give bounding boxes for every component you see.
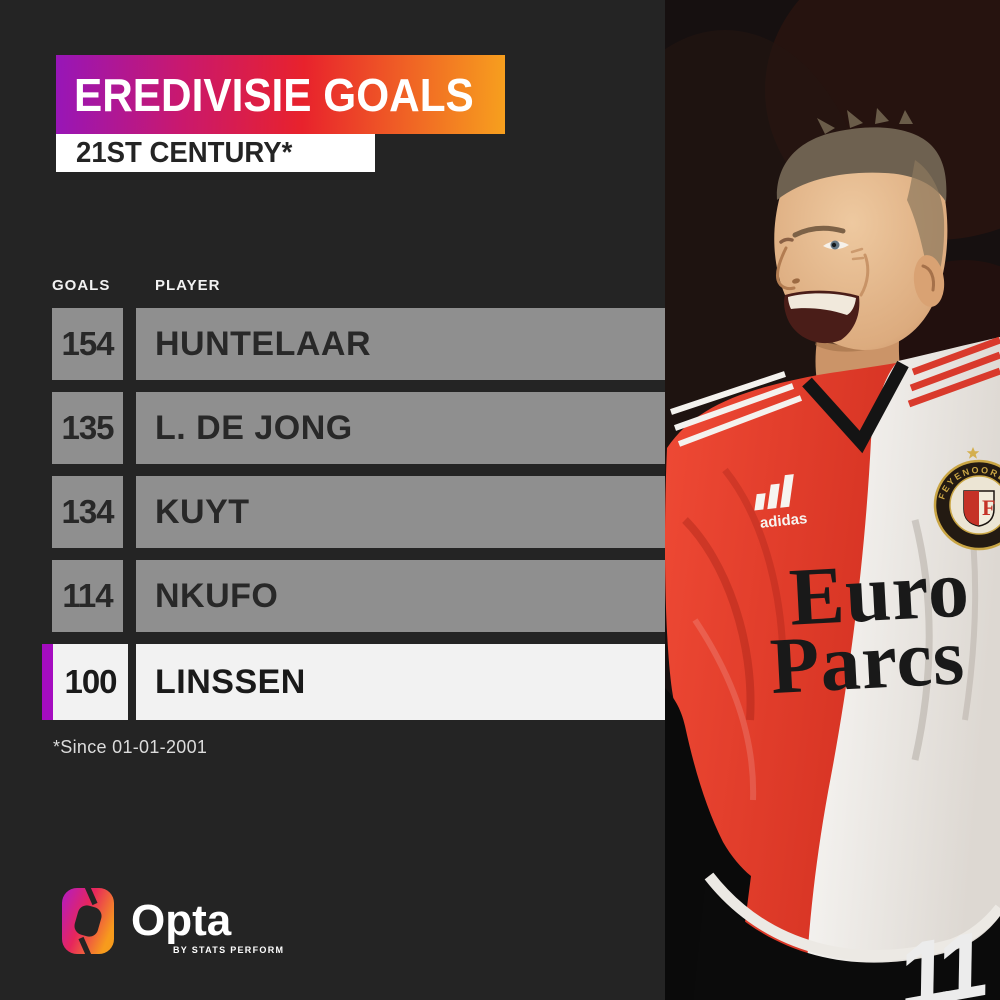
player-cell: HUNTELAAR: [136, 308, 666, 380]
goals-cell: 135: [52, 392, 123, 464]
crest-star: [966, 447, 980, 459]
goals-cell: 134: [52, 476, 123, 548]
sponsor-line-2: Parcs: [768, 613, 967, 711]
table-row: 135 L. DE JONG: [42, 392, 666, 464]
sponsor-line-1: Euro: [787, 542, 972, 642]
goals-table: 154 HUNTELAAR 135 L. DE JONG 134 KUYT 11…: [42, 308, 666, 732]
player-photo: adidas FEYENOORD F Euro Parcs: [665, 0, 1000, 1000]
page-subtitle: 21ST CENTURY*: [76, 136, 293, 169]
goals-cell: 114: [52, 560, 123, 632]
table-row: 134 KUYT: [42, 476, 666, 548]
player-cell: L. DE JONG: [136, 392, 666, 464]
feyenoord-jersey: adidas FEYENOORD F Euro Parcs: [665, 336, 1000, 1000]
collar: [802, 360, 909, 454]
left-shoulder-stripes: [670, 371, 803, 447]
opta-logo-text: Opta BY STATS PERFORM: [131, 896, 285, 956]
player-hair: [776, 127, 947, 202]
highlight-accent-bar: [42, 644, 53, 720]
player-cell: KUYT: [136, 476, 666, 548]
title-banner: EREDIVISIE GOALS: [56, 55, 505, 134]
player-teeth: [788, 293, 856, 315]
player-cell: LINSSEN: [136, 644, 666, 720]
opta-wordmark: Opta: [131, 896, 232, 945]
feyenoord-crest: FEYENOORD F: [933, 447, 1000, 551]
player-cell: NKUFO: [136, 560, 666, 632]
player-ear: [913, 255, 945, 307]
player-shorts: [693, 884, 1000, 1000]
jersey-hem: [704, 872, 1000, 961]
player-head: [774, 108, 948, 350]
adidas-logo: adidas: [754, 474, 808, 532]
stats-perform-byline: BY STATS PERFORM: [173, 945, 285, 956]
goals-column-header: GOALS: [52, 277, 111, 294]
table-row: 114 NKUFO: [42, 560, 666, 632]
right-shoulder-stripes: [907, 336, 1000, 408]
opta-o-mark-icon: [62, 888, 114, 954]
goals-cell: 154: [52, 308, 123, 380]
player-column-header: PLAYER: [155, 277, 221, 294]
footnote: *Since 01-01-2001: [53, 737, 208, 757]
table-row: 100 LINSSEN: [42, 644, 666, 720]
opta-logo: Opta BY STATS PERFORM: [62, 888, 284, 955]
table-row: 154 HUNTELAAR: [42, 308, 666, 380]
player-eyebrow: [792, 225, 846, 238]
subtitle-banner: 21ST CENTURY*: [56, 134, 375, 172]
goals-cell: 100: [53, 644, 128, 720]
crest-letter: F: [982, 495, 995, 520]
page-title: EREDIVISIE GOALS: [74, 68, 474, 121]
adidas-wordmark: adidas: [759, 510, 808, 532]
